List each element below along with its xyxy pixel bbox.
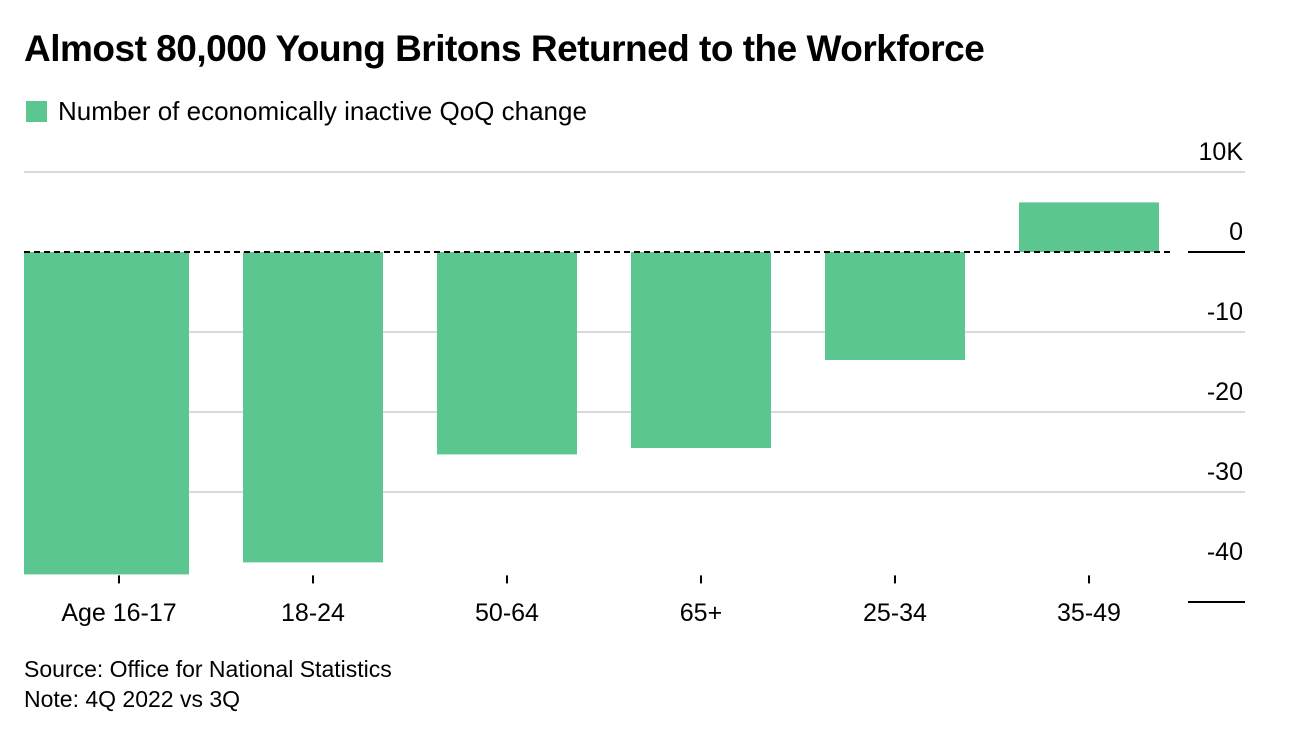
axes: [24, 251, 1245, 603]
y-tick-label: -20: [1207, 378, 1243, 406]
bar-chart: 10K 0 -10 -20 -30 -40 Age 16-17 18-24 50-64 65+ 25…: [24, 138, 1245, 627]
y-tick-label: -30: [1207, 458, 1243, 486]
source-note: Source: Office for National Statistics: [24, 656, 392, 682]
chart-title: Almost 80,000 Young Britons Returned to …: [24, 28, 985, 69]
x-tick-label: Age 16-17: [61, 599, 176, 627]
bar: [437, 252, 577, 455]
bar: [243, 252, 383, 563]
bar: [24, 252, 189, 575]
legend: Number of economically inactive QoQ chan…: [26, 96, 587, 127]
legend-label: Number of economically inactive QoQ chan…: [58, 96, 587, 126]
legend-swatch: [26, 101, 47, 122]
bar: [631, 252, 771, 448]
footer: Source: Office for National Statistics N…: [24, 654, 392, 714]
bars: [24, 202, 1159, 575]
y-tick-label: 0: [1229, 218, 1243, 246]
x-tick-label: 18-24: [281, 599, 345, 627]
x-tick-label: 50-64: [475, 599, 539, 627]
x-tick-label: 25-34: [863, 599, 927, 627]
y-tick-label: 10K: [1199, 138, 1244, 166]
y-tick-label: -40: [1207, 538, 1243, 566]
date-note: Note: 4Q 2022 vs 3Q: [24, 686, 241, 712]
bar: [825, 252, 965, 360]
x-tick-label: 35-49: [1057, 599, 1121, 627]
y-tick-label: -10: [1207, 298, 1243, 326]
tick-labels: 10K 0 -10 -20 -30 -40 Age 16-17 18-24 50-64 65+ 25…: [61, 138, 1243, 627]
bar: [1019, 202, 1159, 252]
x-tick-label: 65+: [680, 599, 722, 627]
